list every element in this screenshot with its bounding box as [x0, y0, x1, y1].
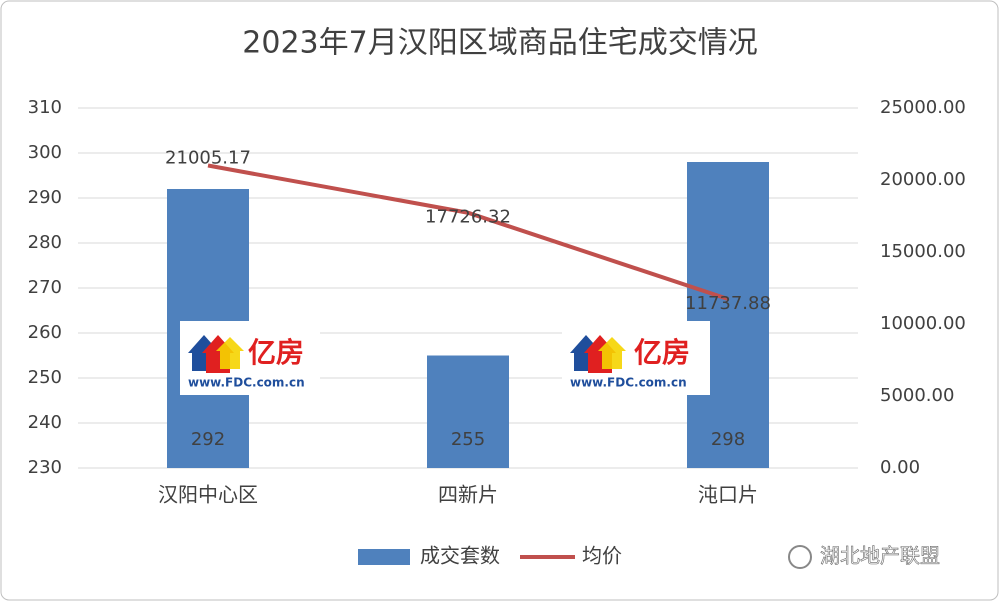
y-tick-label: 250: [28, 367, 62, 388]
line-value-label: 11737.88: [685, 293, 771, 314]
logo-url: www.FDC.com.cn: [570, 376, 687, 390]
y2-tick-label: 0.00: [880, 457, 920, 478]
y2-tick-label: 5000.00: [880, 385, 954, 406]
bar: [427, 355, 509, 468]
y-tick-label: 310: [28, 97, 62, 118]
account-watermark: 湖北地产联盟: [820, 544, 940, 568]
logo-house: [216, 337, 244, 369]
logo-brand: 亿房: [248, 336, 304, 369]
chart-title: 2023年7月汉阳区域商品住宅成交情况: [242, 26, 757, 61]
legend-swatch: [358, 549, 410, 565]
overlay: 292 255 298 21005.17 17726.32 11737.88: [165, 148, 771, 450]
bar-value-label: 292: [191, 429, 225, 450]
y-tick-label: 300: [28, 142, 62, 163]
y-tick-label: 240: [28, 412, 62, 433]
y2-tick-label: 10000.00: [880, 313, 966, 334]
logo-house: [598, 337, 626, 369]
bar: [687, 162, 769, 468]
account-icon: [788, 545, 812, 569]
line-value-label: 21005.17: [165, 148, 251, 169]
y2-tick-label: 15000.00: [880, 241, 966, 262]
y-tick-label: 290: [28, 187, 62, 208]
logo-brand: 亿房: [634, 336, 690, 369]
logo: 亿房 www.FDC.com.cn: [562, 321, 710, 395]
y2-tick-label: 20000.00: [880, 169, 966, 190]
x-tick-label: 四新片: [438, 483, 498, 507]
y-tick-label: 230: [28, 457, 62, 478]
legend-label: 成交套数: [420, 544, 500, 568]
y-tick-label: 270: [28, 277, 62, 298]
logo: 亿房 www.FDC.com.cn: [180, 321, 320, 395]
logo-url: www.FDC.com.cn: [188, 376, 305, 390]
bar-value-label: 255: [451, 429, 485, 450]
legend-label: 均价: [582, 544, 622, 568]
x-tick-label: 沌口片: [698, 483, 758, 507]
y-tick-label: 280: [28, 232, 62, 253]
line-value-label: 17726.32: [425, 207, 511, 228]
bar-value-label: 298: [711, 429, 745, 450]
line: [207, 163, 729, 301]
y2-tick-label: 25000.00: [880, 97, 966, 118]
y-tick-label: 260: [28, 322, 62, 343]
plot-area: 230 240 250 260 270 280 290 300 310 0.00 5000.00 10…: [28, 97, 966, 568]
x-tick-label: 汉阳中心区: [158, 483, 258, 507]
